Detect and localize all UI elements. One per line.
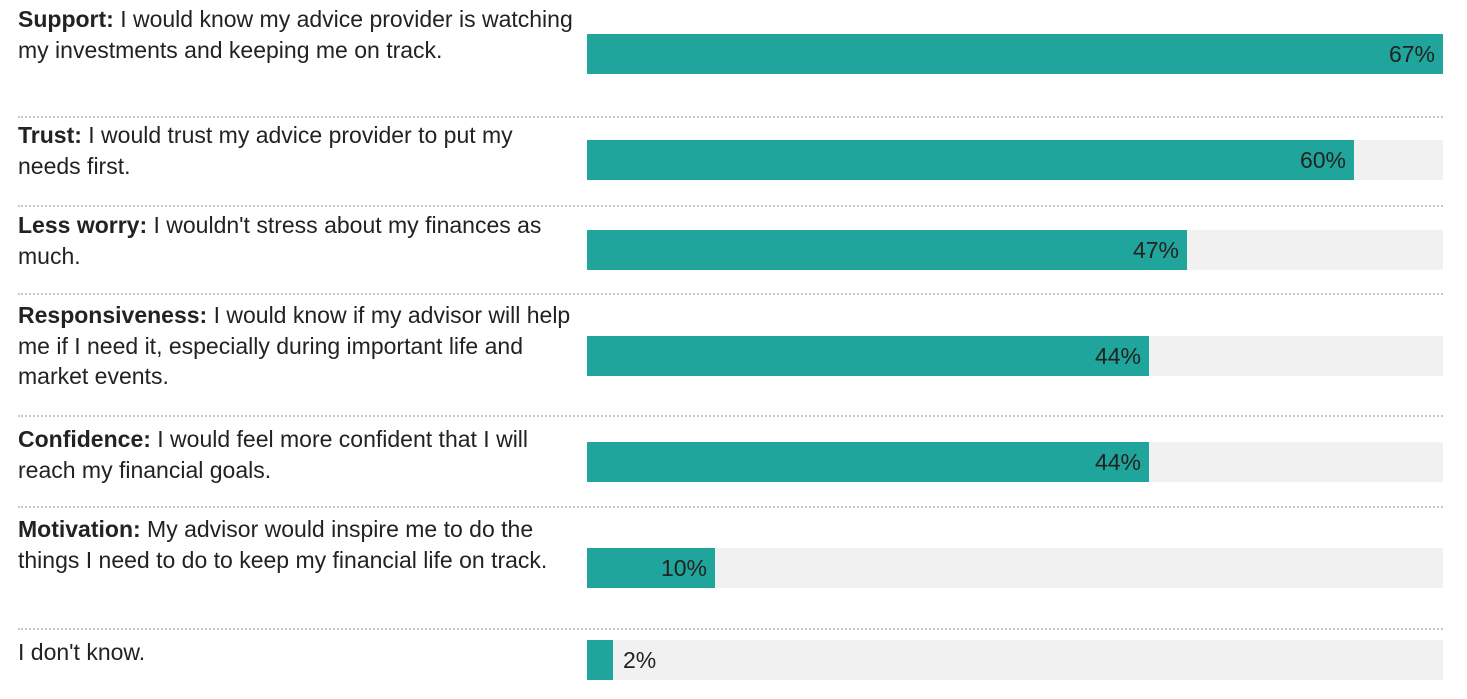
category-label-text: I would feel more confident that I will …: [18, 426, 529, 483]
category-label-text: I would trust my advice provider to put …: [18, 122, 513, 179]
bar-track: 44%: [587, 442, 1443, 482]
category-label-text: I wouldn't stress about my finances as m…: [18, 212, 542, 269]
value-label: 47%: [1132, 237, 1179, 263]
bar: [587, 34, 1443, 74]
category-label-bold: Trust:: [18, 122, 82, 148]
category-label: Responsiveness: I would know if my advis…: [18, 300, 573, 392]
row-divider: [18, 628, 1443, 630]
bar-track: 67%: [587, 34, 1443, 74]
bar: [587, 548, 715, 588]
category-label-text: I don't know.: [18, 639, 146, 665]
row-divider: [18, 205, 1443, 207]
row-divider: [18, 415, 1443, 417]
value-label: 10%: [660, 555, 707, 581]
bar: [587, 140, 1354, 180]
category-label-text: I would know if my advisor will help me …: [18, 302, 571, 389]
category-label: Trust: I would trust my advice provider …: [18, 120, 573, 181]
value-label: 44%: [1094, 449, 1141, 475]
value-label: 60%: [1299, 147, 1346, 173]
row-divider: [18, 116, 1443, 118]
row-divider: [18, 506, 1443, 508]
value-label: 44%: [1094, 343, 1141, 369]
category-label: Motivation: My advisor would inspire me …: [18, 514, 573, 575]
value-label: 2%: [623, 647, 657, 673]
bar-track: 44%: [587, 336, 1443, 376]
bar-track: 47%: [587, 230, 1443, 270]
bar-track: 2%: [587, 640, 1443, 680]
category-label-bold: Confidence:: [18, 426, 151, 452]
bar: [587, 230, 1187, 270]
value-label: 67%: [1388, 41, 1435, 67]
category-label: Support: I would know my advice provider…: [18, 4, 573, 65]
category-label: Confidence: I would feel more confident …: [18, 424, 573, 485]
bar: [587, 336, 1149, 376]
category-label-bold: Less worry:: [18, 212, 148, 238]
bar: [587, 640, 613, 680]
bar-track: 60%: [587, 140, 1443, 180]
category-label-bold: Responsiveness:: [18, 302, 208, 328]
category-label-bold: Support:: [18, 6, 114, 32]
category-label: I don't know.: [18, 637, 573, 668]
bar-track: 10%: [587, 548, 1443, 588]
category-label-bold: Motivation:: [18, 516, 141, 542]
row-divider: [18, 293, 1443, 295]
category-label: Less worry: I wouldn't stress about my f…: [18, 210, 573, 271]
bar: [587, 442, 1149, 482]
category-label-text: I would know my advice provider is watch…: [18, 6, 573, 63]
category-label-text: My advisor would inspire me to do the th…: [18, 516, 548, 573]
